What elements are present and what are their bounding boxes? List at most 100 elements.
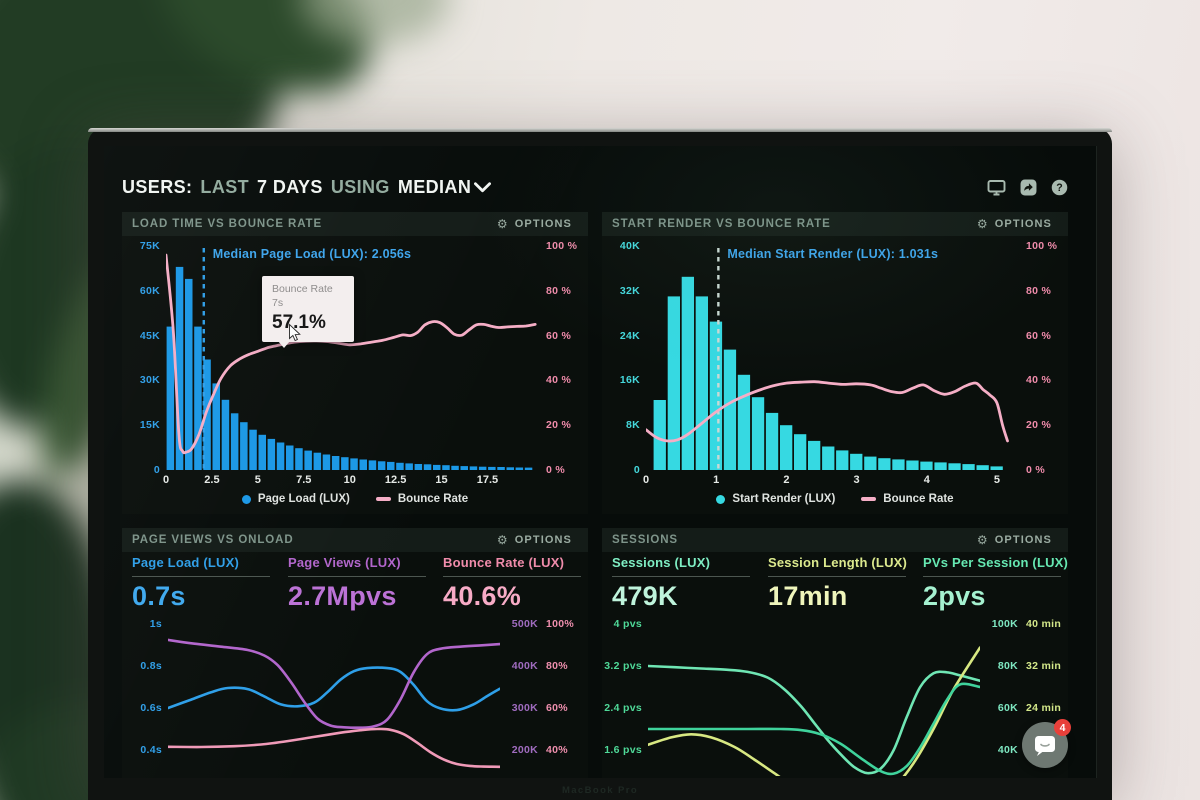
- axis-label: 1.6 pvs: [604, 744, 642, 756]
- panel-body: Sessions (LUX) 479K Session Length (LUX) 17…: [602, 552, 1068, 778]
- axis-label: 40 %: [546, 374, 572, 387]
- gear-icon: ⚙: [976, 217, 989, 231]
- display-icon[interactable]: [987, 179, 1006, 196]
- options-button[interactable]: ⚙ OPTIONS: [971, 532, 1058, 548]
- share-icon[interactable]: [1020, 179, 1037, 196]
- axis-label: 0 %: [546, 464, 565, 476]
- panel-header: START RENDER VS BOUNCE RATE ⚙ OPTIONS: [602, 212, 1068, 236]
- chat-bubble-button[interactable]: 4: [1022, 719, 1071, 768]
- legend-dot-marker: [241, 494, 251, 504]
- axis-label: 100 %: [546, 240, 578, 252]
- options-button[interactable]: ⚙ OPTIONS: [491, 532, 578, 548]
- axis-label: 5: [993, 474, 1000, 486]
- chart-legend: Page Load (LUX) Bounce Rate: [122, 493, 588, 505]
- users-filter-dropdown[interactable]: USERS: LAST 7 DAYS USING MEDIAN: [122, 177, 471, 198]
- median-annotation: Median Start Render (LUX): 1.031s: [727, 247, 939, 261]
- metric: PVs Per Session (LUX) 2pvs: [923, 555, 1069, 612]
- header-title-segment: LAST: [200, 176, 250, 197]
- axis-label: 32 min: [1026, 660, 1062, 672]
- legend-label: Bounce Rate: [883, 493, 954, 505]
- axis-label: 40 %: [1026, 374, 1052, 387]
- metrics-row: Page Load (LUX) 0.7s Page Views (LUX) 2.7Mp…: [122, 555, 588, 615]
- axis-label: 4: [923, 474, 930, 486]
- axis-label: 80 %: [1026, 284, 1052, 297]
- legend-item[interactable]: Start Render (LUX): [716, 493, 835, 505]
- legend-line-marker: [861, 497, 877, 501]
- axis-label: 60 %: [546, 329, 572, 342]
- axis-label: 0 %: [1026, 464, 1045, 476]
- axis-label: 100%: [546, 618, 575, 630]
- axis-label: 30K: [139, 374, 160, 387]
- options-button[interactable]: ⚙ OPTIONS: [971, 216, 1058, 232]
- legend-item[interactable]: Bounce Rate: [375, 493, 469, 505]
- header-title-segment: 7 DAYS: [257, 176, 323, 197]
- bounce-rate-line: [166, 253, 537, 455]
- panel-start-render-vs-bounce-rate: START RENDER VS BOUNCE RATE ⚙ OPTIONS Med…: [602, 212, 1068, 514]
- series-line: [648, 664, 980, 775]
- axis-label: 500K: [511, 618, 538, 630]
- axis-label: 40%: [546, 744, 568, 756]
- chevron-down-icon[interactable]: [474, 181, 492, 193]
- legend-label: Bounce Rate: [397, 493, 469, 505]
- panel-title: LOAD TIME VS BOUNCE RATE: [132, 218, 323, 230]
- panel-sessions: SESSIONS ⚙ OPTIONS Sessions (LUX) 479K Sess…: [602, 528, 1068, 778]
- legend-label: Start Render (LUX): [732, 493, 836, 505]
- panel-body: Page Load (LUX) 0.7s Page Views (LUX) 2.7Mp…: [122, 552, 588, 778]
- options-button[interactable]: ⚙ OPTIONS: [491, 216, 578, 232]
- load-time-histogram-chart: [166, 248, 537, 470]
- axis-label: 0.8s: [140, 660, 162, 672]
- header-title-segment: MEDIAN: [397, 176, 472, 197]
- panel-title: PAGE VIEWS VS ONLOAD: [132, 534, 294, 546]
- median-annotation: Median Page Load (LUX): 2.056s: [212, 247, 412, 261]
- page-views-line-chart: [168, 638, 500, 769]
- axis-label: 80%: [546, 660, 568, 672]
- axis-label: 2: [783, 474, 790, 486]
- metric-value: 479K: [612, 581, 678, 611]
- options-label: OPTIONS: [994, 534, 1052, 546]
- axis-label: 4 pvs: [613, 618, 642, 630]
- metric-value: 17min: [768, 581, 848, 611]
- legend-item[interactable]: Page Load (LUX): [241, 493, 350, 505]
- axis-label: 3.2 pvs: [604, 660, 642, 672]
- series-line: [648, 682, 980, 776]
- axis-label: 60%: [546, 702, 568, 714]
- metric-divider: [288, 576, 426, 577]
- panel-load-time-vs-bounce-rate: LOAD TIME VS BOUNCE RATE ⚙ OPTIONS Median…: [122, 212, 588, 514]
- series-line: [648, 646, 980, 776]
- axis-label: 24K: [619, 329, 640, 342]
- legend-line-marker: [375, 497, 391, 501]
- options-label: OPTIONS: [994, 218, 1052, 230]
- screen: USERS: LAST 7 DAYS USING MEDIAN ?: [104, 146, 1097, 778]
- gear-icon: ⚙: [496, 217, 509, 231]
- axis-label: 0: [642, 474, 650, 486]
- metric-label: Page Views (LUX): [288, 555, 401, 570]
- metric-value: 2pvs: [923, 581, 986, 611]
- tooltip-value: 57.1%: [272, 312, 326, 334]
- axis-label: 1s: [149, 618, 162, 630]
- axis-label: 15K: [139, 419, 160, 432]
- metric-label: Sessions (LUX): [612, 555, 711, 570]
- axis-label: 1: [713, 474, 720, 486]
- metric-label: PVs Per Session (LUX): [923, 555, 1069, 570]
- bounce-rate-line: [646, 380, 1009, 443]
- metric-value: 40.6%: [443, 581, 522, 611]
- metric-divider: [768, 576, 906, 577]
- metric-value: 2.7Mpvs: [288, 581, 397, 611]
- header-title-segment: USERS:: [122, 176, 193, 197]
- metric-label: Session Length (LUX): [768, 555, 908, 570]
- device-label: MacBook Pro: [561, 785, 639, 796]
- legend-item[interactable]: Bounce Rate: [861, 493, 954, 505]
- options-label: OPTIONS: [514, 218, 572, 230]
- axis-label: 40K: [997, 744, 1018, 756]
- axis-label: 24 min: [1026, 702, 1062, 714]
- chat-icon: [1035, 736, 1055, 756]
- axis-label: 7.5: [296, 474, 312, 486]
- notification-badge: 4: [1054, 719, 1071, 736]
- panel-body: Median Start Render (LUX): 1.031s Start …: [602, 236, 1068, 514]
- panel-body: Median Page Load (LUX): 2.056s Page Load…: [122, 236, 588, 514]
- mouse-cursor: [289, 323, 301, 342]
- axis-label: 2.5: [204, 474, 220, 486]
- panel-header: PAGE VIEWS VS ONLOAD ⚙ OPTIONS: [122, 528, 588, 552]
- help-icon[interactable]: ?: [1051, 179, 1068, 196]
